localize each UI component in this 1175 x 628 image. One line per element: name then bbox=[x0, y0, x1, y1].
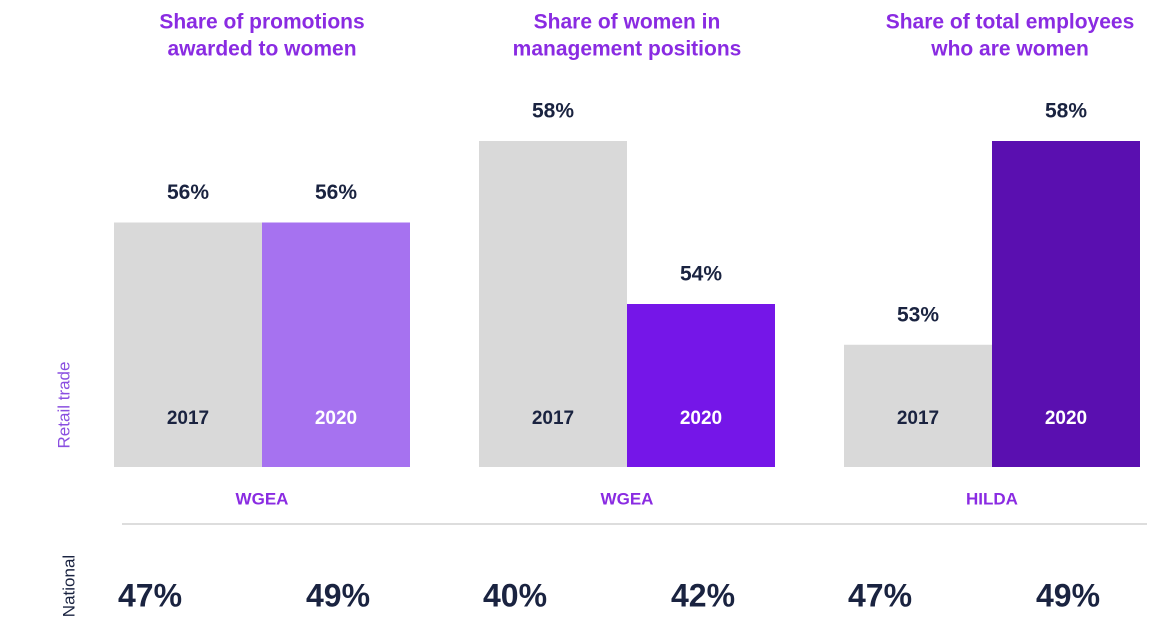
value-label: 58% bbox=[1045, 100, 1087, 123]
value-label: 56% bbox=[167, 181, 209, 204]
national-value: 42% bbox=[671, 577, 735, 613]
category-label: 2017 bbox=[532, 408, 574, 429]
chart-title: Share of promotions bbox=[159, 11, 364, 34]
national-value: 47% bbox=[848, 577, 912, 613]
category-label: 2020 bbox=[680, 408, 722, 429]
bar bbox=[844, 344, 992, 467]
national-value: 47% bbox=[118, 577, 182, 613]
category-label: 2017 bbox=[167, 408, 209, 429]
national-value: 40% bbox=[483, 577, 547, 613]
chart-title: Share of women in bbox=[534, 11, 721, 34]
chart-title: who are women bbox=[930, 38, 1089, 61]
bar bbox=[992, 141, 1140, 467]
row-label: National bbox=[59, 555, 78, 617]
source-label: WGEA bbox=[236, 489, 289, 508]
value-label: 53% bbox=[897, 303, 939, 326]
chart-title: awarded to women bbox=[167, 38, 356, 61]
source-label: WGEA bbox=[601, 489, 654, 508]
bar bbox=[114, 222, 262, 467]
category-label: 2020 bbox=[315, 408, 357, 429]
chart-title: management positions bbox=[513, 38, 742, 61]
category-label: 2017 bbox=[897, 408, 939, 429]
national-value: 49% bbox=[306, 577, 370, 613]
chart-title: Share of total employees bbox=[886, 11, 1135, 34]
value-label: 56% bbox=[315, 181, 357, 204]
bar bbox=[262, 222, 410, 467]
bar bbox=[479, 141, 627, 467]
row-label: Retail trade bbox=[54, 362, 73, 449]
bar bbox=[627, 304, 775, 467]
national-value: 49% bbox=[1036, 577, 1100, 613]
value-label: 54% bbox=[680, 263, 722, 286]
source-label: HILDA bbox=[966, 489, 1018, 508]
category-label: 2020 bbox=[1045, 408, 1087, 429]
value-label: 58% bbox=[532, 100, 574, 123]
